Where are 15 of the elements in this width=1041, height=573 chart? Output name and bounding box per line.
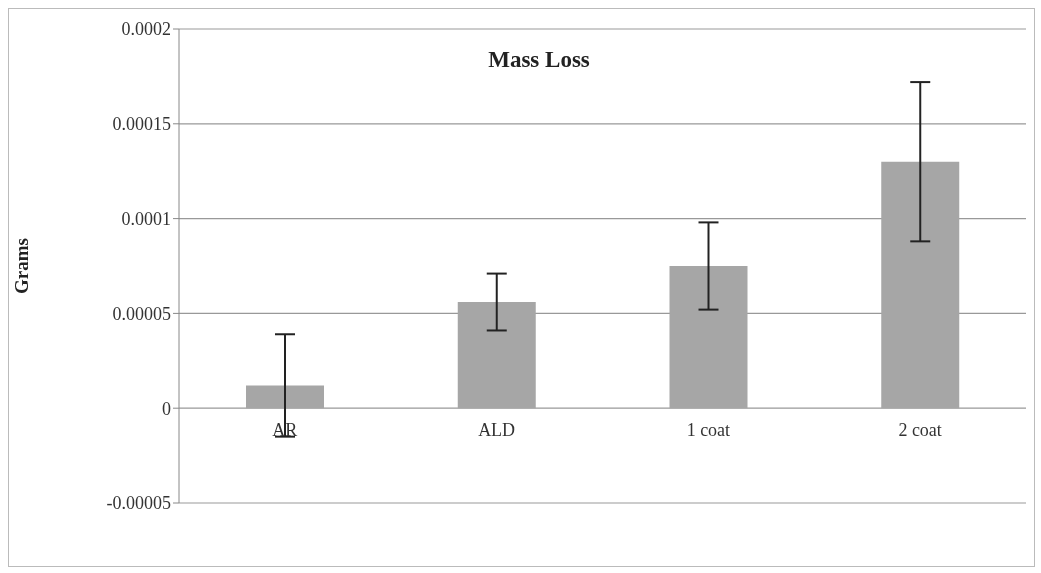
x-tick-label: 1 coat <box>686 420 731 440</box>
y-tick-label: 0 <box>162 398 171 419</box>
text: Mass Loss <box>487 47 591 73</box>
bar <box>881 161 960 409</box>
y-tick-label: 0.0001 <box>121 208 171 229</box>
y-tick-label: 0.00005 <box>112 303 171 324</box>
bar <box>457 302 536 409</box>
y-tick-label: 0.0002 <box>121 19 171 40</box>
y-tick-label: -0.00005 <box>106 493 171 514</box>
y-axis-title: Grams <box>10 238 32 294</box>
bar <box>246 385 324 409</box>
bar <box>669 266 748 409</box>
x-tick-label: ALD <box>478 420 516 440</box>
x-tick-label: 2 coat <box>898 420 942 440</box>
y-tick-label: 0.00015 <box>112 114 171 135</box>
